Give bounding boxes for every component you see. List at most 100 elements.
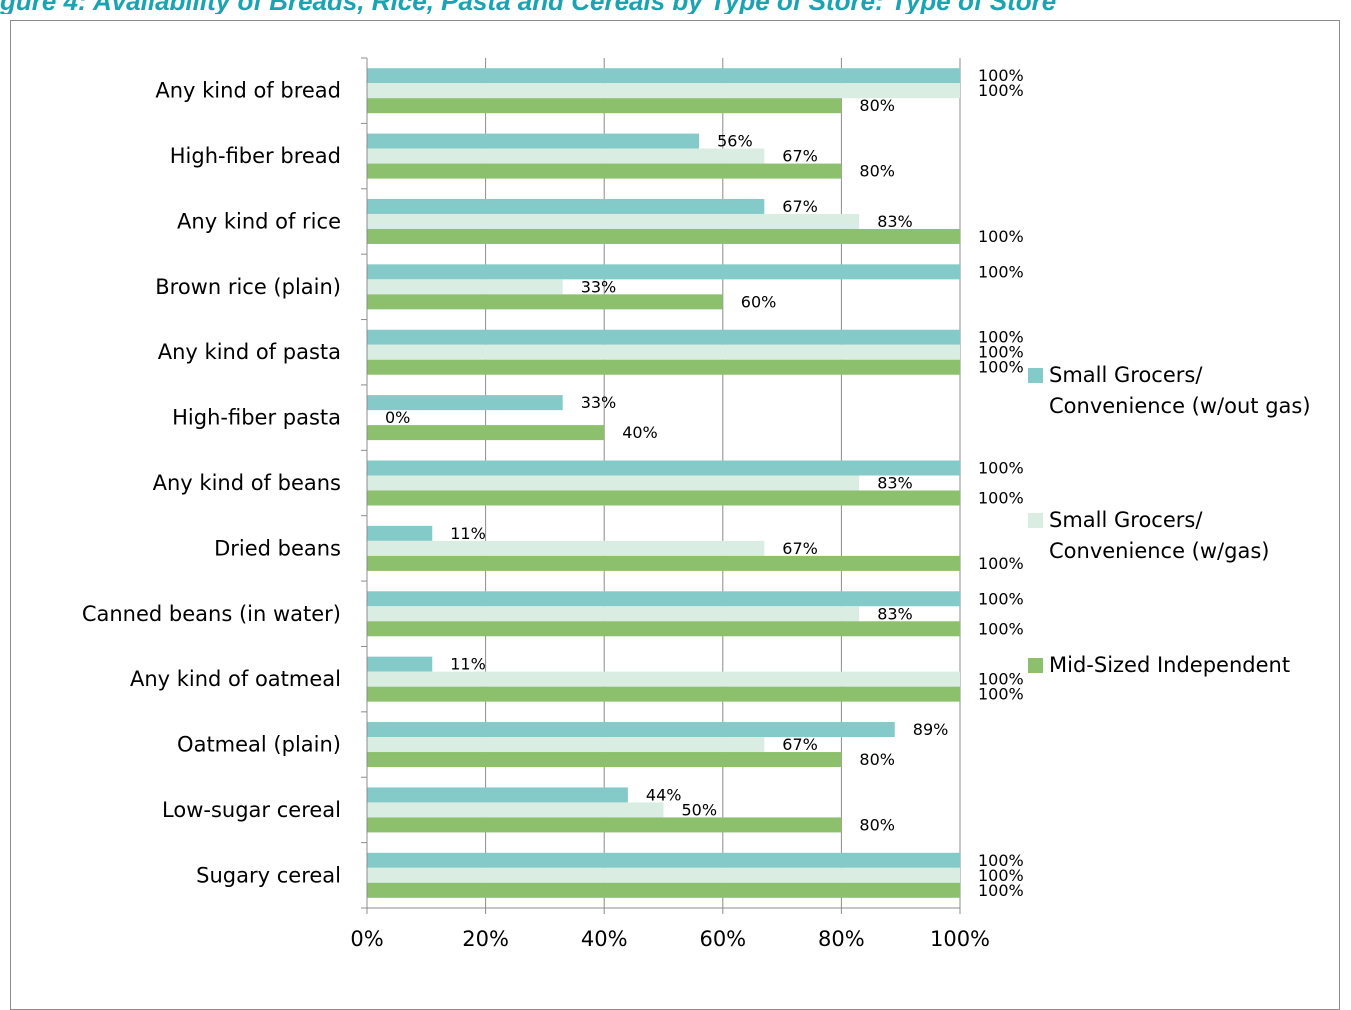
data-label: 33% xyxy=(581,393,617,412)
data-label: 44% xyxy=(646,785,682,804)
x-tick-label: 100% xyxy=(930,927,990,951)
data-label: 100% xyxy=(978,343,1024,362)
bar xyxy=(367,133,700,149)
bar xyxy=(367,83,960,99)
category-label: Any kind of bread xyxy=(155,79,341,103)
category-label: Low-sugar cereal xyxy=(162,798,341,822)
bar xyxy=(367,294,723,310)
category-label: Any kind of beans xyxy=(153,471,341,495)
legend-label: Mid-Sized Independent xyxy=(1049,653,1290,677)
data-label: 40% xyxy=(622,423,658,442)
bar xyxy=(367,264,960,280)
category-label: Any kind of oatmeal xyxy=(130,667,341,691)
x-tick-label: 80% xyxy=(818,927,865,951)
axes: 0% 20% 40% 60% 80% 100% Any kind of bread High-… xyxy=(82,57,990,951)
bar xyxy=(367,198,765,214)
data-label: 67% xyxy=(782,539,818,558)
data-label: 33% xyxy=(581,277,617,296)
bar xyxy=(367,98,842,114)
data-label: 100% xyxy=(978,554,1024,573)
category-label: Dried beans xyxy=(214,536,341,560)
data-label: 80% xyxy=(859,750,895,769)
legend-label: Small Grocers/ xyxy=(1049,363,1203,387)
bar xyxy=(367,867,960,883)
bar xyxy=(367,475,860,491)
bar xyxy=(367,213,860,229)
bar xyxy=(367,606,860,622)
bar xyxy=(367,802,664,818)
data-label: 100% xyxy=(978,619,1024,638)
data-label: 100% xyxy=(978,881,1024,900)
bar xyxy=(367,787,628,803)
category-label: Sugary cereal xyxy=(196,863,341,887)
bar xyxy=(367,395,563,411)
bar xyxy=(367,621,960,637)
data-label: 100% xyxy=(978,227,1024,246)
data-label: 83% xyxy=(877,212,913,231)
data-label: 56% xyxy=(717,132,753,151)
bar xyxy=(367,490,960,506)
data-label: 100% xyxy=(978,589,1024,608)
bar xyxy=(367,163,842,179)
data-label: 80% xyxy=(859,162,895,181)
data-labels: 100%100%80%56%67%80%67%83%100%100%33%60%… xyxy=(385,66,1024,900)
bar xyxy=(367,228,960,244)
category-label: Oatmeal (plain) xyxy=(177,733,341,757)
bar xyxy=(367,671,960,687)
data-label: 80% xyxy=(859,96,895,115)
bar xyxy=(367,460,960,476)
bar xyxy=(367,852,960,868)
legend-swatch xyxy=(1028,513,1043,528)
data-label: 100% xyxy=(978,358,1024,377)
data-label: 100% xyxy=(978,81,1024,100)
legend-label: Small Grocers/ xyxy=(1049,508,1203,532)
bar xyxy=(367,737,765,753)
data-label: 100% xyxy=(978,866,1024,885)
bar xyxy=(367,591,960,607)
bar xyxy=(367,686,960,702)
x-tick-label: 20% xyxy=(462,927,509,951)
legend-swatch xyxy=(1028,368,1043,383)
data-label: 100% xyxy=(978,328,1024,347)
bar xyxy=(367,882,960,898)
data-label: 83% xyxy=(877,474,913,493)
data-label: 100% xyxy=(978,851,1024,870)
chart-frame xyxy=(10,20,1340,1010)
data-label: 60% xyxy=(741,292,777,311)
bars xyxy=(367,68,960,898)
data-label: 0% xyxy=(385,408,410,427)
category-label: Brown rice (plain) xyxy=(155,275,341,299)
bar xyxy=(367,329,960,345)
x-tick-label: 40% xyxy=(581,927,628,951)
bar xyxy=(367,359,960,375)
data-label: 100% xyxy=(978,459,1024,478)
bar xyxy=(367,540,765,556)
data-label: 67% xyxy=(782,147,818,166)
page-title: gure 4: Availability of Breads, Rice, Pa… xyxy=(0,0,1351,14)
bar xyxy=(367,279,563,295)
bar xyxy=(367,68,960,84)
data-label: 80% xyxy=(859,815,895,834)
data-label: 100% xyxy=(978,66,1024,85)
category-label: Any kind of rice xyxy=(177,209,341,233)
bar xyxy=(367,656,433,672)
data-label: 100% xyxy=(978,489,1024,508)
data-label: 83% xyxy=(877,604,913,623)
category-label: Canned beans (in water) xyxy=(82,602,341,626)
category-label: Any kind of pasta xyxy=(158,340,341,364)
x-tick-label: 60% xyxy=(699,927,746,951)
x-tick-label: 0% xyxy=(350,927,383,951)
legend-swatch xyxy=(1028,658,1043,673)
category-label: High-fiber pasta xyxy=(172,406,341,430)
data-label: 50% xyxy=(682,800,718,819)
bar xyxy=(367,148,765,164)
data-label: 100% xyxy=(978,685,1024,704)
bar xyxy=(367,555,960,571)
legend-label: Convenience (w/gas) xyxy=(1049,539,1269,563)
bar xyxy=(367,817,842,833)
bar xyxy=(367,425,605,441)
category-label: High-fiber bread xyxy=(170,144,341,168)
data-label: 11% xyxy=(450,655,486,674)
data-label: 67% xyxy=(782,735,818,754)
